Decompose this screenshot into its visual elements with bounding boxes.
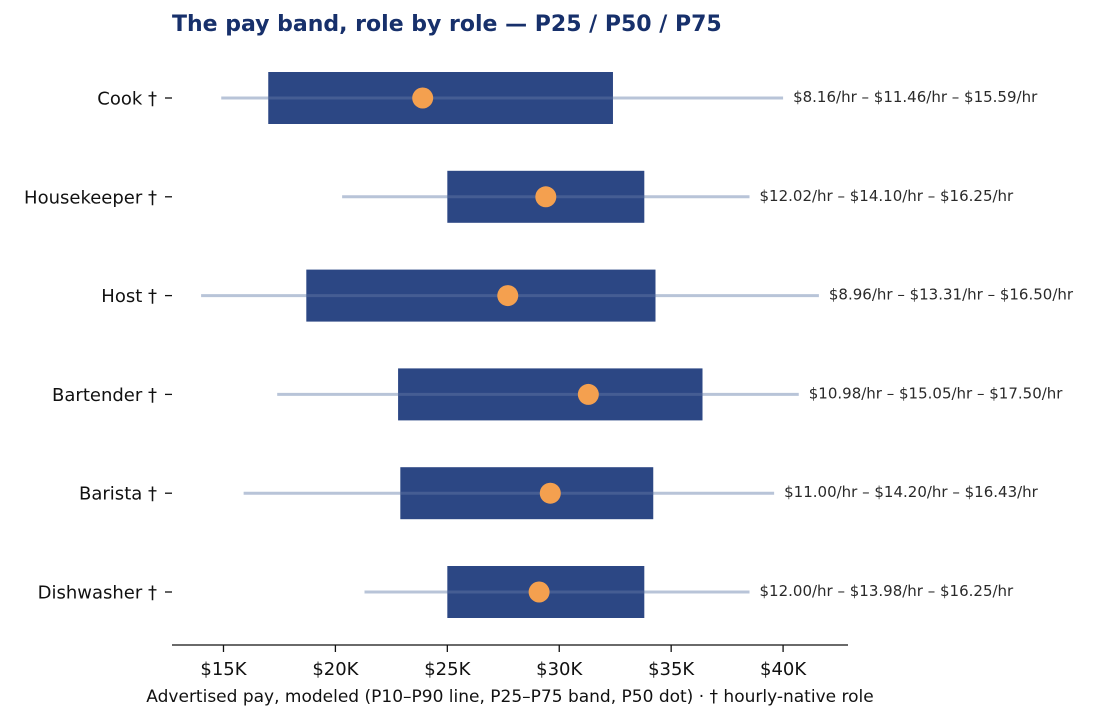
p50-dot [577, 383, 599, 405]
x-tick-label: $40K [760, 659, 807, 680]
role-row: Barista † $11.00/hr – $14.20/hr – $16.43/… [79, 467, 1039, 520]
x-tick-label: $25K [424, 659, 471, 680]
role-label: Cook † [97, 89, 157, 110]
role-row: Bartender † $10.98/hr – $15.05/hr – $17.5… [52, 368, 1064, 421]
p50-dot [412, 87, 434, 109]
hourly-annotation: $12.00/hr – $13.98/hr – $16.25/hr [760, 582, 1015, 600]
p25-p75-band [268, 72, 613, 124]
hourly-annotation: $11.00/hr – $14.20/hr – $16.43/hr [784, 483, 1039, 501]
p25-p75-band [398, 368, 703, 421]
role-label: Host † [101, 286, 157, 307]
x-tick-label: $30K [536, 659, 583, 680]
role-row: Cook † $8.16/hr – $11.46/hr – $15.59/hr [97, 72, 1038, 124]
plot-area: Cook † $8.16/hr – $11.46/hr – $15.59/hr Ho… [24, 72, 1074, 618]
p50-dot [535, 186, 557, 208]
p50-dot [497, 285, 519, 307]
role-row: Host † $8.96/hr – $13.31/hr – $16.50/hr [101, 269, 1074, 322]
x-tick-label: $15K [200, 659, 247, 680]
x-tick-label: $20K [312, 659, 359, 680]
role-label: Housekeeper † [24, 187, 157, 208]
hourly-annotation: $12.02/hr – $14.10/hr – $16.25/hr [760, 187, 1015, 205]
x-tick-label: $35K [648, 659, 695, 680]
x-axis-label: Advertised pay, modeled (P10–P90 line, P… [146, 687, 873, 707]
hourly-annotation: $8.16/hr – $11.46/hr – $15.59/hr [793, 88, 1038, 106]
hourly-annotation: $10.98/hr – $15.05/hr – $17.50/hr [809, 384, 1064, 402]
role-row: Housekeeper † $12.02/hr – $14.10/hr – $16… [24, 170, 1015, 223]
p50-dot [528, 581, 550, 603]
role-label: Barista † [79, 484, 157, 505]
role-label: Dishwasher † [38, 583, 157, 604]
p25-p75-band [306, 269, 656, 322]
role-label: Bartender † [52, 385, 157, 406]
x-axis: $15K $20K $25K $30K $35K $40K [200, 645, 807, 680]
chart-title: The pay band, role by role — P25 / P50 /… [172, 12, 722, 37]
role-row: Dishwasher † $12.00/hr – $13.98/hr – $16.… [38, 566, 1014, 618]
hourly-annotation: $8.96/hr – $13.31/hr – $16.50/hr [829, 286, 1074, 304]
p50-dot [539, 482, 561, 504]
p25-p75-band [400, 467, 654, 520]
